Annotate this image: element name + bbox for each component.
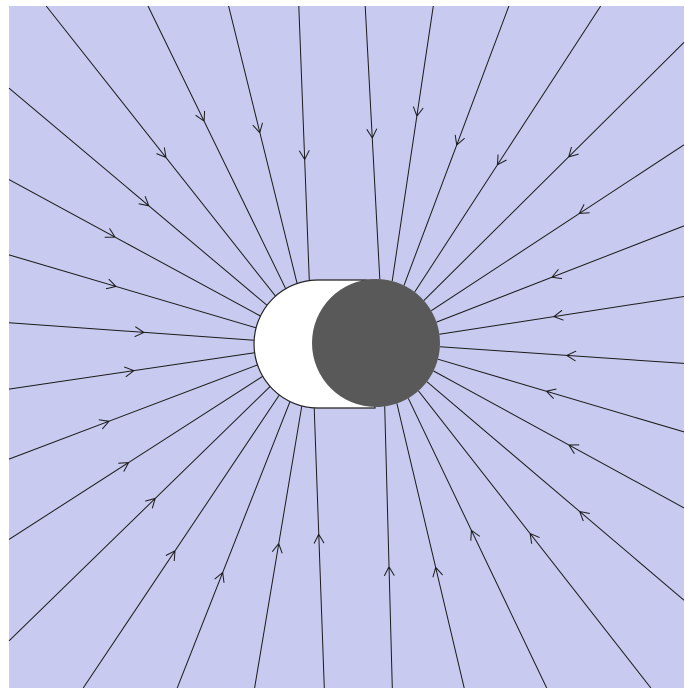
field-line <box>436 225 685 323</box>
field-line <box>439 346 685 364</box>
field-arrowhead <box>432 566 443 578</box>
dark-disk <box>312 279 440 407</box>
field-arrowhead <box>105 278 117 290</box>
field-line <box>439 296 685 335</box>
field-line <box>414 5 602 293</box>
field-arrowhead <box>124 366 135 378</box>
field-arrowhead <box>156 147 167 159</box>
field-line <box>228 5 298 284</box>
field-line <box>8 322 255 341</box>
field-arrowhead <box>470 529 481 541</box>
field-line <box>433 370 685 509</box>
field-arrowhead <box>383 565 395 577</box>
field-arrowhead <box>145 497 156 509</box>
field-line <box>298 5 310 281</box>
field-line <box>407 398 548 688</box>
field-arrowhead <box>271 542 283 554</box>
field-line <box>45 5 276 297</box>
field-arrowhead <box>195 110 206 123</box>
field-line <box>8 386 271 642</box>
field-arrowhead <box>567 444 580 454</box>
field-arrowhead <box>214 571 225 583</box>
field-arrowhead <box>412 106 424 118</box>
field-line <box>426 381 685 601</box>
field-arrowhead <box>552 309 564 321</box>
field-line <box>418 390 652 688</box>
field-arrowhead <box>550 268 563 280</box>
field-line <box>82 394 280 688</box>
field-line <box>391 5 434 282</box>
field-line <box>364 5 381 280</box>
field-arrowhead <box>454 134 465 146</box>
field-line <box>8 254 257 329</box>
field-arrowhead <box>529 532 540 544</box>
field-lines-group <box>8 5 685 688</box>
field-line <box>147 5 287 289</box>
field-line <box>254 405 303 688</box>
field-arrowhead <box>104 228 116 238</box>
field-line <box>8 179 261 317</box>
field-line <box>313 407 325 688</box>
field-arrowhead <box>366 128 378 140</box>
field-line <box>437 358 685 433</box>
field-arrowhead <box>545 388 557 399</box>
field-arrowhead <box>165 549 176 562</box>
field-arrowhead <box>134 326 145 338</box>
field-line <box>176 401 291 688</box>
field-arrowhead <box>567 146 579 158</box>
field-arrowhead <box>118 462 130 472</box>
field-line <box>423 42 685 301</box>
field-line <box>8 375 263 540</box>
field-arrowhead <box>98 419 110 430</box>
field-line <box>396 403 465 688</box>
field-arrowhead <box>578 510 590 522</box>
field-line <box>8 364 258 460</box>
field-line <box>8 352 255 390</box>
field-arrowhead <box>578 204 590 215</box>
field-arrowhead <box>252 122 263 134</box>
field-line <box>431 144 685 312</box>
field-arrowhead <box>298 150 310 161</box>
field-line <box>384 406 393 688</box>
field-arrowhead <box>138 196 150 207</box>
field-arrowhead <box>496 154 507 166</box>
field-arrowhead <box>313 533 325 544</box>
field-arrowhead <box>565 350 577 362</box>
field-line <box>8 87 268 306</box>
